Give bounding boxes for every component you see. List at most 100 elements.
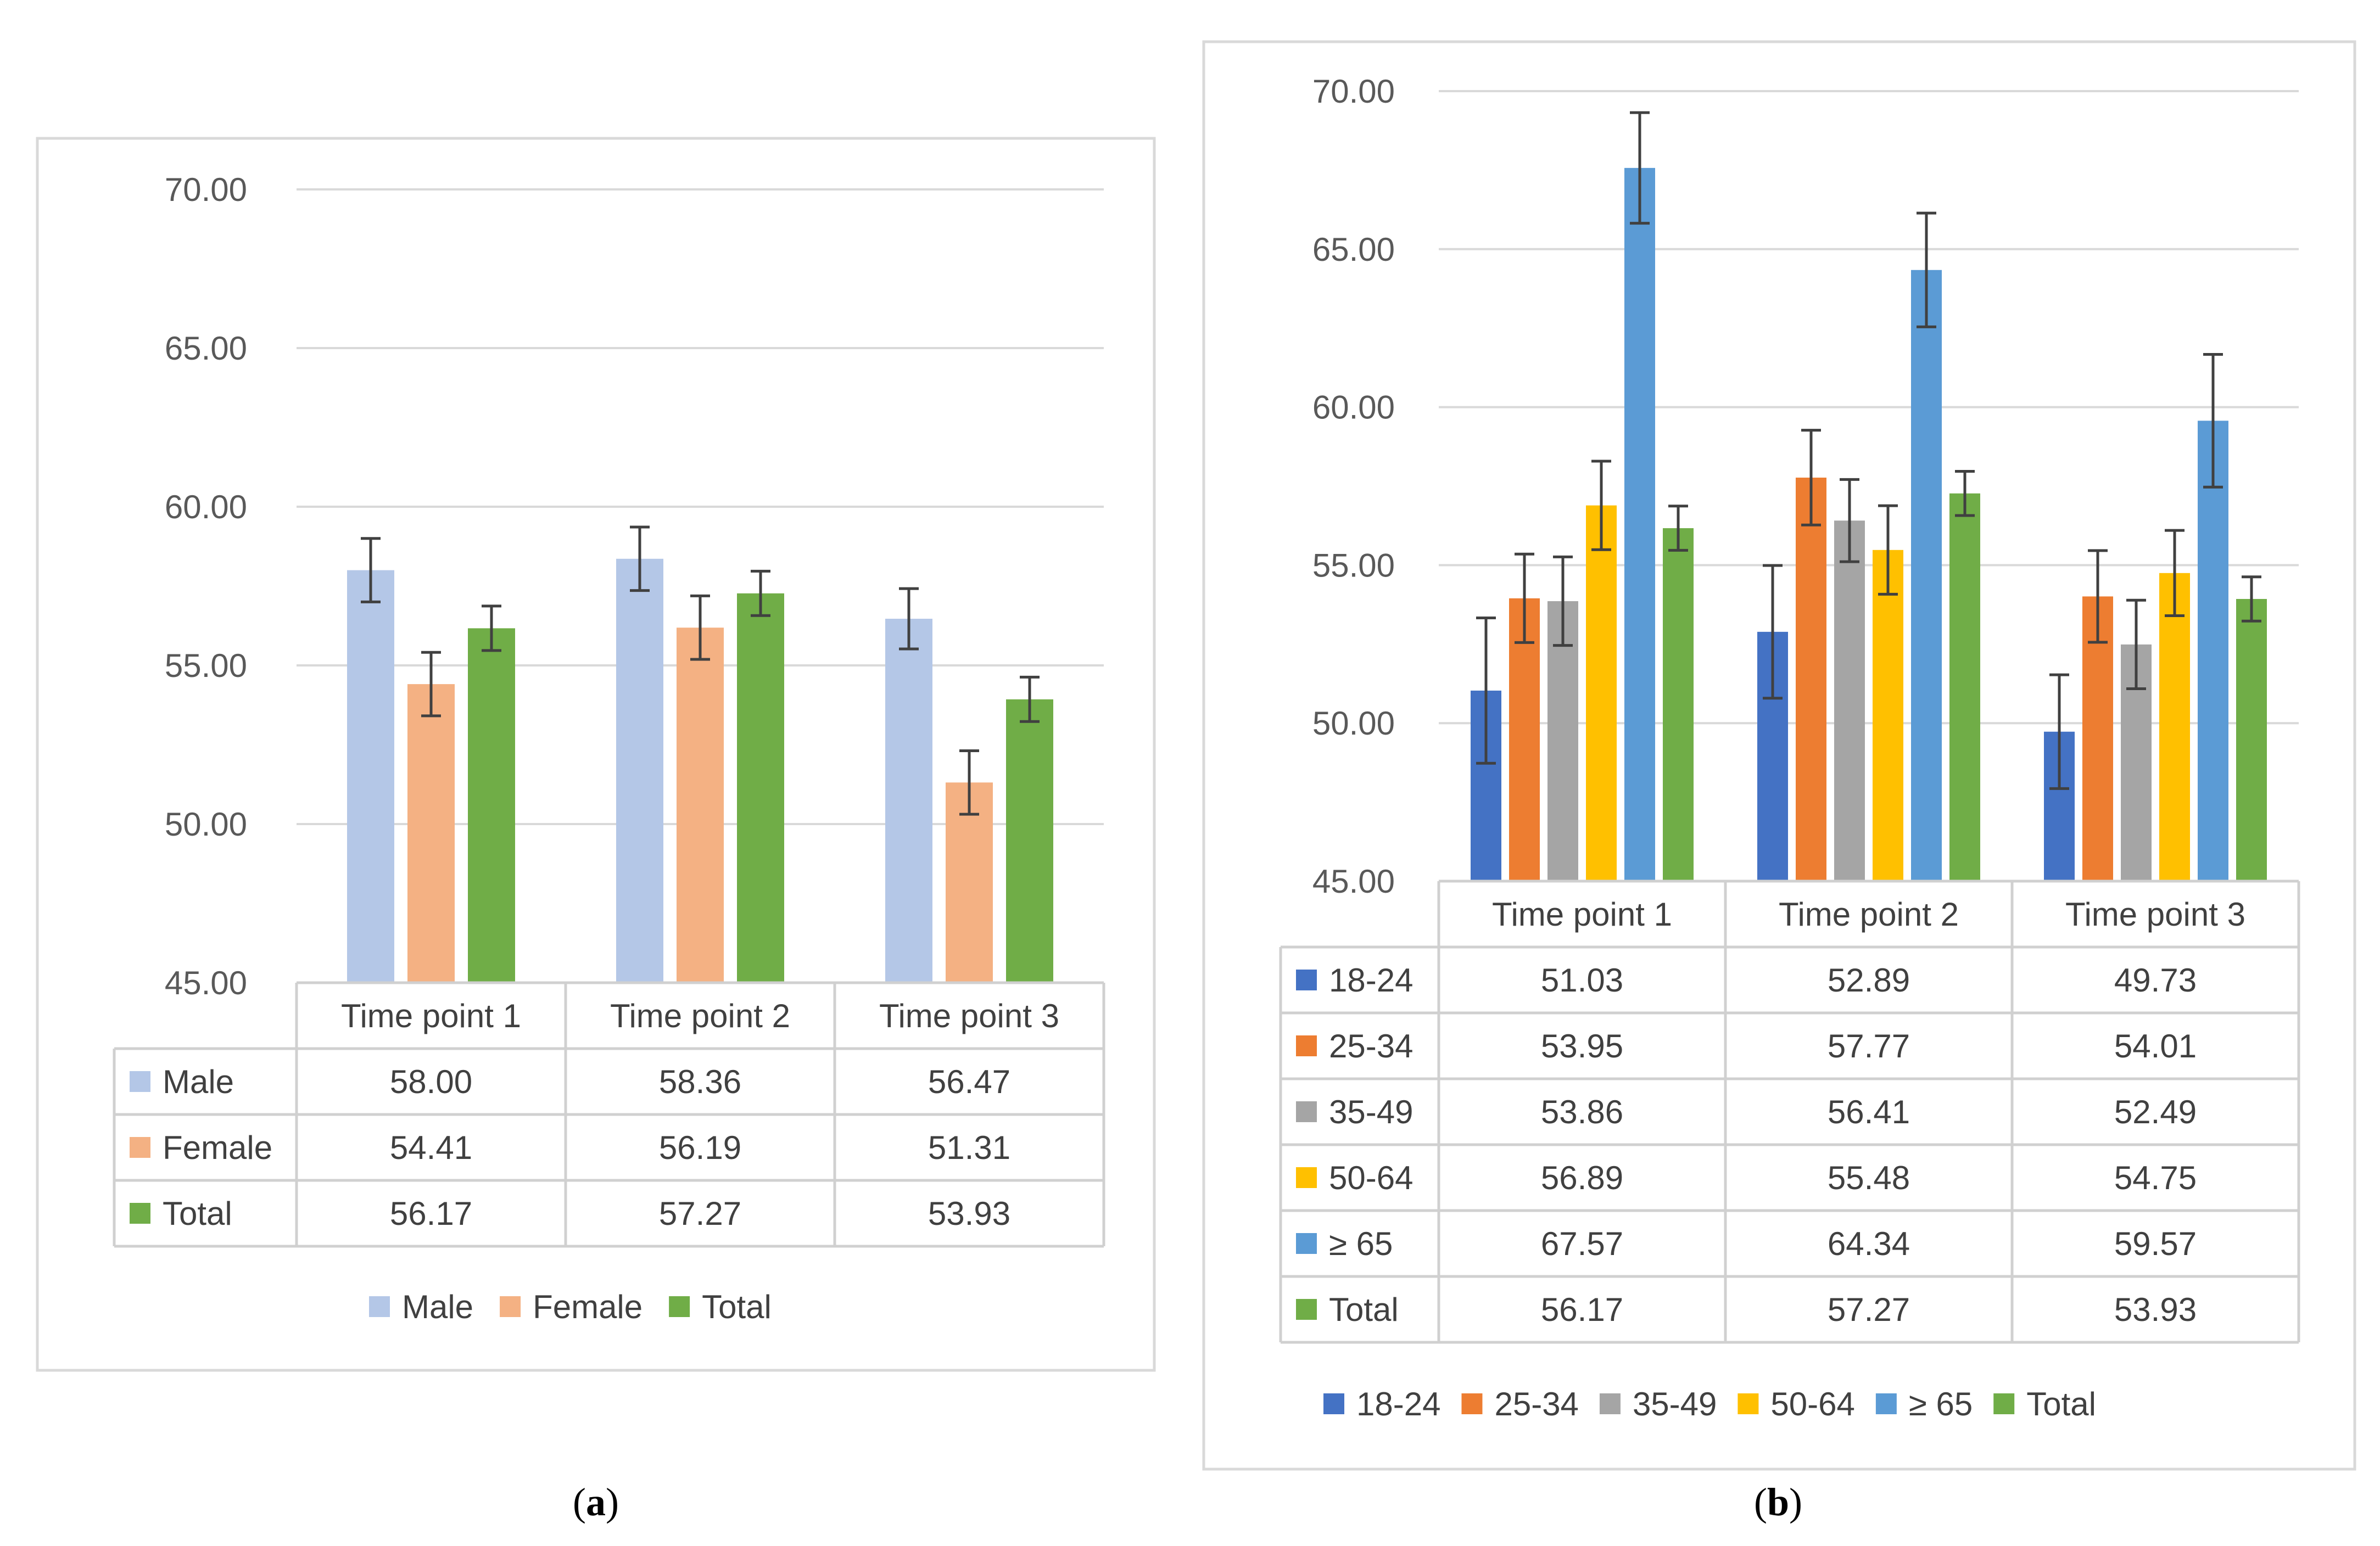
panel-a-legend-key bbox=[500, 1296, 521, 1317]
panel-b-bar bbox=[1796, 477, 1826, 881]
panel-b-table-value: 52.49 bbox=[2114, 1094, 2197, 1130]
panel-a-table-value: 56.47 bbox=[928, 1063, 1010, 1100]
panel-b-data-table: Time point 1 Time point 2 Time point 3 18-2… bbox=[1279, 880, 2300, 1344]
panel-a-bar bbox=[946, 782, 993, 983]
panel-a-ytick-label: 60.00 bbox=[165, 489, 247, 525]
panel-b-category-label: Time point 2 bbox=[1779, 896, 1959, 933]
panel-b-legend-label: 50-64 bbox=[1770, 1386, 1854, 1422]
panel-a-table-value: 58.36 bbox=[659, 1063, 741, 1100]
panel-a-caption-close: ) bbox=[606, 1480, 619, 1524]
panel-b-row-legend-key bbox=[1296, 1101, 1317, 1122]
panel-b-ytick-label: 50.00 bbox=[1312, 705, 1395, 742]
panel-a-ytick-label: 55.00 bbox=[165, 647, 247, 684]
panel-b-bar bbox=[2236, 598, 2267, 881]
panel-a-caption-letter: a bbox=[586, 1480, 606, 1524]
panel-b-row-legend-key bbox=[1296, 1299, 1317, 1320]
panel-b-row-legend-key bbox=[1296, 970, 1317, 990]
panel-b-caption: (b) bbox=[1754, 1480, 1802, 1524]
chart-b: 45.00 50.00 55.00 60.00 65.00 70.00 Time point… bbox=[1279, 73, 2300, 1524]
panel-a-bar bbox=[885, 619, 932, 983]
panel-a-bar bbox=[468, 628, 515, 983]
panel-b-table-value: 54.75 bbox=[2114, 1160, 2197, 1196]
panel-a-table-value: 54.41 bbox=[390, 1129, 472, 1166]
panel-a-table-value: 56.17 bbox=[390, 1195, 472, 1232]
panel-b-row-legend-key bbox=[1296, 1035, 1317, 1056]
panel-b-legend: 18-24 25-34 35-49 50-64 ≥ 65 Total bbox=[1323, 1386, 2096, 1422]
panel-b-legend-label: ≥ 65 bbox=[1909, 1386, 1973, 1422]
panel-b-table-value: 57.77 bbox=[1828, 1028, 1910, 1065]
panel-b-row-series-label: 18-24 bbox=[1329, 962, 1413, 999]
panel-b-row-series-label: 25-34 bbox=[1329, 1028, 1413, 1065]
panel-b-bar bbox=[1911, 270, 1942, 882]
panel-a-row-series-label: Total bbox=[163, 1195, 232, 1232]
panel-a-legend-label: Female bbox=[533, 1289, 643, 1325]
panel-a-ytick-label: 45.00 bbox=[165, 965, 247, 1001]
panel-b-legend-key bbox=[1599, 1393, 1621, 1414]
panel-a-legend-label: Male bbox=[402, 1289, 473, 1325]
panel-a-row-legend-key bbox=[130, 1071, 150, 1092]
panel-b-table-value: 64.34 bbox=[1828, 1225, 1910, 1262]
panel-b-legend-key bbox=[1875, 1393, 1897, 1414]
panel-a-row-legend-key bbox=[130, 1137, 150, 1158]
panel-a-row-series-label: Male bbox=[163, 1063, 234, 1100]
panel-b-caption-open: ( bbox=[1754, 1480, 1767, 1524]
panel-b-bar bbox=[1873, 550, 1903, 881]
panel-b-table-value: 67.57 bbox=[1541, 1225, 1623, 1262]
panel-a-ytick-label: 50.00 bbox=[165, 806, 247, 843]
panel-a-row-legend-key bbox=[130, 1203, 150, 1224]
panel-a-caption: (a) bbox=[573, 1480, 619, 1524]
panel-b-table-value: 57.27 bbox=[1828, 1291, 1910, 1328]
panel-a-row-series-label: Female bbox=[163, 1129, 272, 1166]
panel-b-table-value: 53.95 bbox=[1541, 1028, 1623, 1065]
panel-b-row-series-label: Total bbox=[1329, 1291, 1399, 1328]
panel-b-table-value: 54.01 bbox=[2114, 1028, 2197, 1065]
panel-b-row-series-label: 35-49 bbox=[1329, 1094, 1413, 1130]
panel-a-bar bbox=[407, 684, 455, 983]
panel-a-legend-key bbox=[669, 1296, 690, 1317]
panel-b-table-value: 55.48 bbox=[1828, 1160, 1910, 1196]
panel-a-bar bbox=[347, 570, 394, 983]
panel-a-table-value: 51.31 bbox=[928, 1129, 1010, 1166]
panel-b-bar bbox=[1509, 598, 1540, 881]
panel-a-ytick-label: 70.00 bbox=[165, 171, 247, 208]
panel-b-table-value: 53.86 bbox=[1541, 1094, 1623, 1130]
chart-a: 45.00 50.00 55.00 60.00 65.00 70.00 Time point… bbox=[113, 171, 1105, 1524]
panel-b-caption-letter: b bbox=[1767, 1480, 1789, 1524]
panel-a-caption-open: ( bbox=[573, 1480, 586, 1524]
panel-b-bar bbox=[1834, 520, 1865, 881]
panel-a-table-value: 57.27 bbox=[659, 1195, 741, 1232]
panel-b-table-value: 56.17 bbox=[1541, 1291, 1623, 1328]
panel-b-legend-key bbox=[1323, 1393, 1344, 1414]
panel-b-table-value: 53.93 bbox=[2114, 1291, 2197, 1328]
panel-b-legend-label: 35-49 bbox=[1633, 1386, 1717, 1422]
panel-b-bar bbox=[2198, 421, 2228, 881]
panel-b-row-series-label: ≥ 65 bbox=[1329, 1225, 1393, 1262]
panel-b-bar bbox=[2082, 596, 2113, 881]
panel-b-row-series-label: 50-64 bbox=[1329, 1160, 1413, 1196]
panel-b-bar bbox=[1624, 167, 1655, 881]
panel-a-table-value: 58.00 bbox=[390, 1063, 472, 1100]
panel-b-bar bbox=[2159, 573, 2190, 881]
panel-a-bar bbox=[737, 593, 784, 983]
panel-b-legend-key bbox=[1461, 1393, 1483, 1414]
panel-b-ytick-label: 45.00 bbox=[1312, 863, 1395, 900]
panel-b-ytick-label: 60.00 bbox=[1312, 389, 1395, 426]
panel-b-bar bbox=[1949, 493, 1980, 881]
panel-b-table-value: 56.41 bbox=[1828, 1094, 1910, 1130]
panel-a-table-value: 56.19 bbox=[659, 1129, 741, 1166]
panel-b-table-value: 59.57 bbox=[2114, 1225, 2197, 1262]
panel-b-ytick-label: 65.00 bbox=[1312, 231, 1395, 268]
panel-a-border bbox=[36, 137, 1156, 1372]
panel-b-table-value: 51.03 bbox=[1541, 962, 1623, 999]
panel-a-table-value: 53.93 bbox=[928, 1195, 1010, 1232]
panel-b-ytick-label: 55.00 bbox=[1312, 547, 1395, 584]
panel-a-legend: Male Female Total bbox=[369, 1289, 772, 1325]
panel-b-row-legend-key bbox=[1296, 1233, 1317, 1254]
panel-b-category-label: Time point 3 bbox=[2065, 896, 2245, 933]
panel-a-legend-label: Total bbox=[702, 1289, 772, 1325]
panel-a-category-label: Time point 2 bbox=[610, 998, 790, 1034]
panel-a-category-label: Time point 1 bbox=[341, 998, 521, 1034]
panel-b-row-legend-key bbox=[1296, 1167, 1317, 1188]
panel-b-bar bbox=[1586, 505, 1617, 881]
